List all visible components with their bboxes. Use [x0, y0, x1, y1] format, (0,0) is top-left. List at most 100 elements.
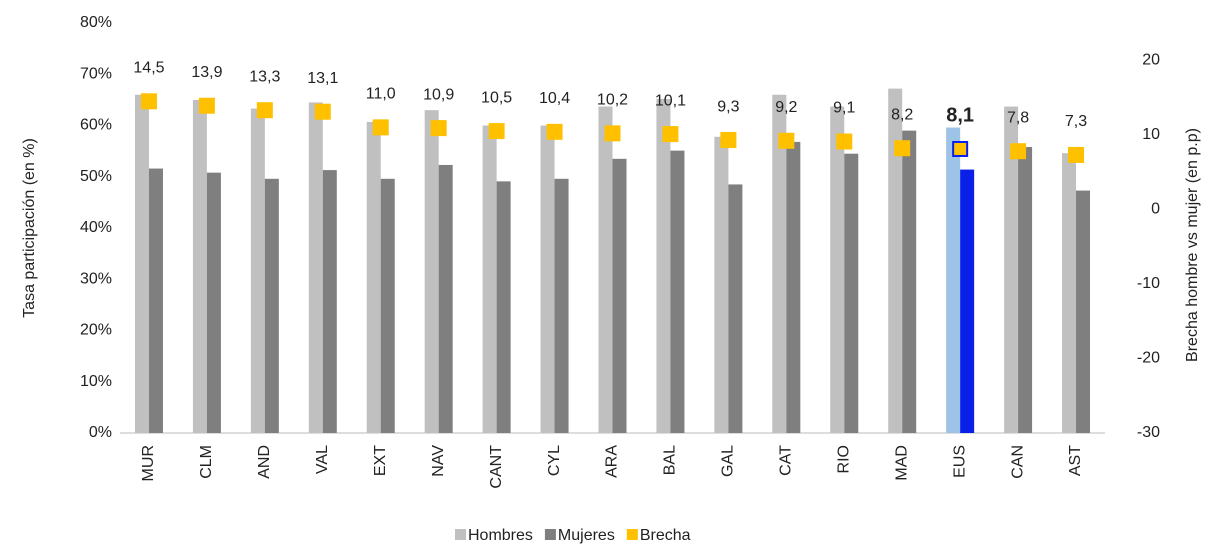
x-tick-label: ARA	[604, 445, 621, 478]
y-tick-label: 70%	[80, 65, 112, 82]
marker	[604, 125, 621, 142]
data-label: 7,8	[1007, 109, 1029, 126]
x-tick-label: CAN	[1009, 445, 1026, 479]
x-tick-label: CANT	[488, 445, 505, 489]
bar	[438, 164, 453, 433]
bar	[612, 158, 627, 433]
bar	[134, 94, 149, 433]
bar	[1004, 106, 1019, 433]
marker	[372, 119, 389, 136]
x-tick-label: RIO	[835, 445, 852, 473]
bar	[598, 106, 613, 433]
bar	[670, 150, 685, 434]
y2-tick-label: 10	[1142, 126, 1160, 143]
y2-axis-title: Brecha hombre vs mujer (en p.p)	[1184, 128, 1201, 362]
marker	[546, 123, 563, 140]
bar	[960, 169, 975, 433]
marker	[894, 140, 911, 157]
legend-label: Brecha	[640, 527, 691, 544]
x-tick-label: EXT	[372, 445, 389, 476]
data-label: 10,9	[423, 86, 454, 103]
bar	[728, 184, 743, 433]
marker	[430, 120, 447, 137]
bar	[380, 178, 395, 433]
bar	[264, 178, 279, 433]
legend-label: Hombres	[468, 527, 533, 544]
y2-tick-label: -10	[1137, 275, 1160, 292]
y-tick-label: 50%	[80, 168, 112, 185]
marker	[952, 140, 969, 157]
bar	[250, 108, 265, 434]
x-tick-label: EUS	[951, 445, 968, 478]
x-tick-label: MAD	[893, 445, 910, 481]
marker	[778, 132, 795, 149]
data-label: 14,5	[133, 59, 164, 76]
x-tick-label: BAL	[662, 445, 679, 475]
bar	[714, 136, 729, 433]
y-tick-label: 30%	[80, 270, 112, 287]
y-axis-title: Tasa participación (en %)	[21, 138, 38, 318]
marker	[1068, 146, 1085, 163]
x-tick-label: CYL	[546, 445, 563, 476]
bar	[1062, 153, 1077, 434]
legend-label: Mujeres	[558, 527, 615, 544]
data-label: 9,3	[717, 98, 739, 115]
legend-swatch	[626, 529, 638, 540]
marker	[662, 126, 679, 143]
marker	[256, 102, 273, 119]
marker	[1010, 143, 1027, 160]
bar	[772, 94, 787, 433]
marker	[488, 123, 505, 140]
legend-swatch	[455, 529, 466, 540]
bar	[308, 102, 323, 433]
marker	[198, 97, 215, 114]
bar	[946, 127, 961, 434]
y-tick-label: 40%	[80, 219, 112, 236]
y-tick-label: 80%	[80, 14, 112, 31]
bar	[830, 106, 845, 433]
data-label: 13,1	[307, 70, 338, 87]
bar	[1018, 147, 1033, 433]
y2-tick-label: 0	[1151, 201, 1160, 218]
x-tick-label: AND	[256, 445, 273, 479]
bar	[844, 153, 859, 433]
marker	[140, 93, 157, 110]
bar	[656, 98, 671, 433]
marker	[836, 133, 853, 150]
data-label: 11,0	[366, 86, 396, 103]
bar	[496, 181, 511, 433]
y2-tick-label: -20	[1137, 350, 1160, 367]
data-label: 10,5	[481, 89, 512, 106]
data-label: 7,3	[1065, 113, 1087, 130]
bar	[786, 141, 801, 433]
data-label: 13,3	[249, 68, 280, 85]
x-tick-label: GAL	[720, 445, 737, 477]
y-tick-label: 60%	[80, 117, 112, 134]
x-tick-label: NAV	[430, 445, 447, 477]
bar	[482, 125, 497, 433]
x-tick-label: CLM	[198, 445, 215, 479]
bar	[1076, 190, 1091, 433]
bar	[192, 99, 207, 433]
bar	[424, 110, 439, 433]
bar	[148, 168, 163, 434]
y2-tick-label: -30	[1137, 424, 1160, 441]
x-tick-label: AST	[1067, 445, 1084, 476]
legend-swatch	[544, 529, 556, 540]
y-tick-label: 10%	[80, 373, 112, 390]
marker	[720, 132, 737, 149]
y2-tick-label: 20	[1142, 51, 1160, 68]
data-label: 8,1	[946, 104, 974, 126]
marker	[314, 103, 331, 120]
bar	[206, 172, 221, 433]
bar	[902, 130, 917, 433]
data-label: 13,9	[191, 64, 222, 81]
data-label: 8,2	[891, 106, 913, 123]
x-tick-label: VAL	[314, 445, 331, 474]
y-tick-label: 0%	[89, 424, 112, 441]
data-label: 10,2	[597, 92, 628, 109]
data-label: 10,1	[655, 92, 686, 109]
y-tick-label: 20%	[80, 322, 112, 339]
x-tick-label: MUR	[140, 445, 157, 481]
